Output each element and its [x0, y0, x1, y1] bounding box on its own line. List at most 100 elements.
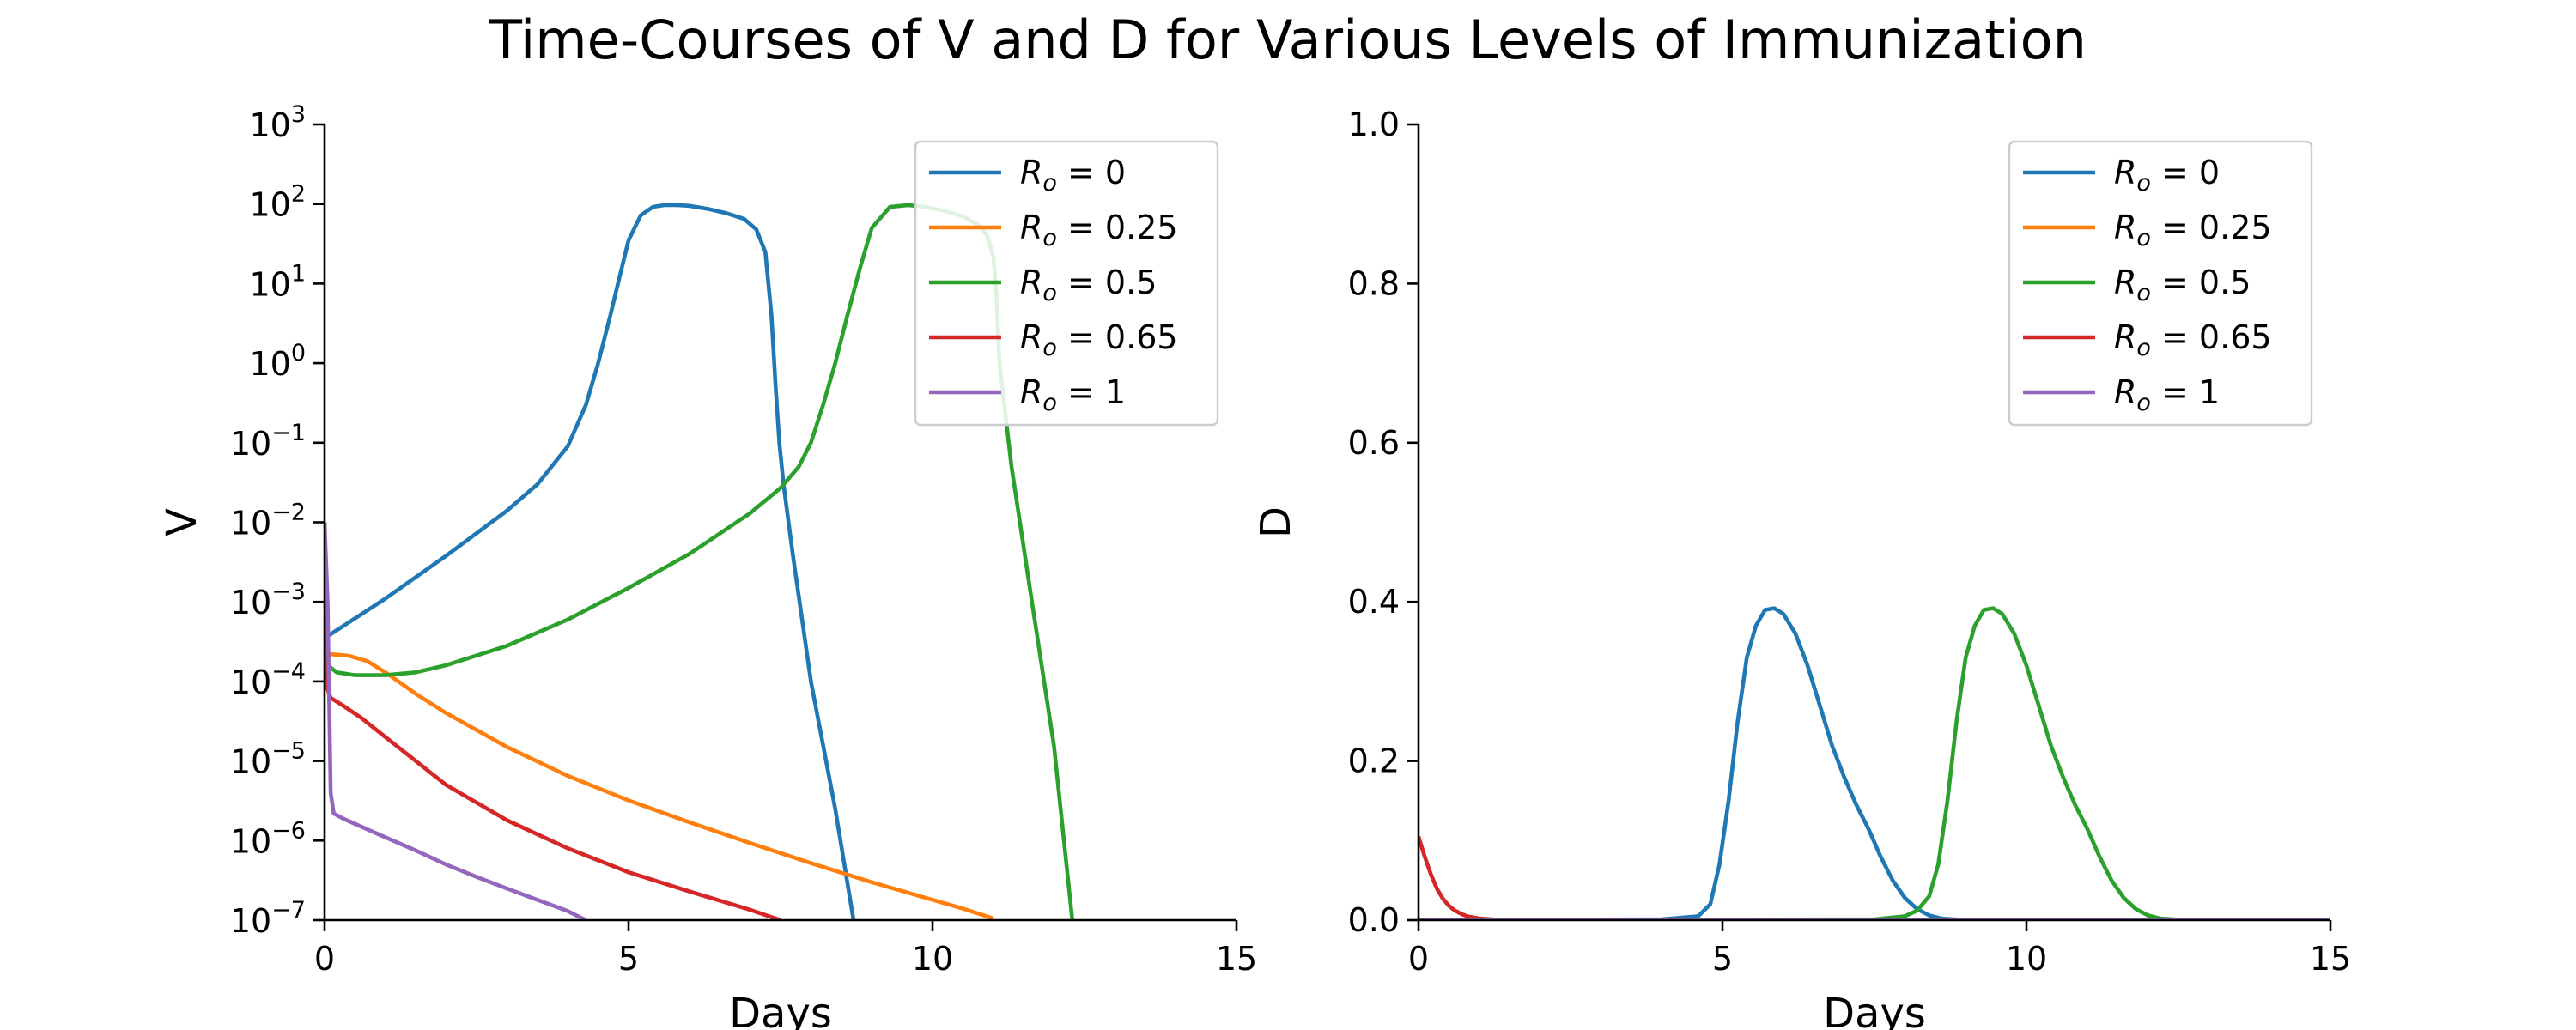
y-tick-exp: −3 — [271, 579, 306, 605]
x-axis-label: Days — [729, 990, 832, 1030]
y-tick-label: 102 — [249, 181, 306, 224]
x-tick-label: 10 — [2006, 940, 2047, 978]
y-tick-exp: −7 — [271, 897, 306, 924]
y-tick-label: 10−6 — [230, 817, 306, 860]
legend-value: = 0 — [1057, 154, 1126, 191]
x-tick-label: 15 — [1216, 940, 1257, 978]
y-tick-label: 103 — [249, 101, 306, 144]
x-tick-label: 10 — [912, 940, 953, 978]
legend-entry-label: Ro = 0.65 — [1020, 318, 1178, 361]
x-tick-label: 5 — [1712, 940, 1733, 978]
series-group — [325, 203, 1075, 920]
legend-symbol: R — [1020, 209, 1042, 246]
legend-subscript: o — [1042, 280, 1057, 306]
y-tick-exp: −4 — [271, 658, 306, 685]
y-tick-label: 101 — [249, 260, 306, 303]
legend-entry-label: Ro = 0 — [1020, 154, 1126, 197]
x-tick-label: 5 — [618, 940, 639, 978]
y-tick-exp: 2 — [291, 181, 306, 208]
y-tick-base: 10 — [230, 425, 271, 463]
y-tick-label: 1.0 — [1348, 106, 1400, 143]
y-tick-base: 10 — [230, 663, 271, 701]
y-tick-base: 10 — [249, 345, 290, 383]
legend-symbol: R — [1020, 318, 1042, 356]
legend-frame — [914, 140, 1219, 427]
legend-subscript: o — [2136, 280, 2151, 306]
y-tick-label: 10−1 — [230, 420, 306, 463]
series-line-4 — [325, 522, 587, 920]
figure-title: Time-Courses of V and D for Various Leve… — [489, 9, 2087, 71]
y-tick-base: 10 — [230, 505, 271, 542]
legend-value: = 1 — [2151, 373, 2220, 411]
series-line-1 — [325, 651, 994, 920]
legend-subscript: o — [2136, 225, 2151, 251]
y-tick-label: 10−3 — [230, 579, 306, 621]
legend-symbol: R — [1020, 264, 1042, 301]
series-line-0 — [1419, 606, 2330, 920]
legend-symbol: R — [1020, 373, 1042, 411]
y-tick-label: 10−5 — [230, 738, 306, 781]
legend-symbol: R — [2114, 318, 2136, 356]
legend-entry-label: Ro = 0.25 — [1020, 209, 1178, 251]
legend-value: = 0.65 — [1057, 318, 1178, 356]
y-tick-base: 10 — [230, 584, 271, 621]
legend-symbol: R — [2114, 264, 2136, 301]
legend-entry-label: Ro = 1 — [2114, 373, 2220, 416]
legend-value: = 0 — [2151, 154, 2220, 191]
x-tick-label: 0 — [1408, 940, 1429, 978]
y-tick-label: 10−4 — [230, 658, 306, 701]
legend-subscript: o — [2136, 335, 2151, 361]
series-line-2 — [1419, 606, 2330, 920]
legend-subscript: o — [1042, 390, 1057, 416]
series-line-0 — [325, 203, 856, 920]
y-tick-exp: 1 — [291, 260, 306, 287]
legend-frame — [2008, 140, 2313, 427]
series-line-3 — [325, 522, 781, 920]
legend-symbol: R — [1020, 154, 1042, 191]
y-tick-label: 10−2 — [230, 500, 306, 542]
legend-entry-label: Ro = 0.65 — [2114, 318, 2272, 361]
y-tick-exp: 3 — [291, 101, 306, 128]
legend-symbol: R — [2114, 209, 2136, 246]
y-tick-base: 10 — [230, 822, 271, 860]
x-tick-label: 15 — [2310, 940, 2351, 978]
y-tick-exp: −2 — [271, 500, 306, 526]
y-tick-base: 10 — [249, 265, 290, 303]
legend-value: = 0.5 — [2151, 264, 2251, 301]
legend-subscript: o — [2136, 390, 2151, 416]
legend-value: = 0.65 — [2151, 318, 2272, 356]
y-tick-exp: −5 — [271, 738, 306, 765]
y-tick-label: 0.2 — [1348, 742, 1400, 780]
y-tick-label: 100 — [249, 340, 306, 383]
x-tick-label: 0 — [314, 940, 335, 978]
y-tick-base: 10 — [249, 186, 290, 224]
y-axis-label: D — [1252, 506, 1300, 538]
legend-symbol: R — [2114, 154, 2136, 191]
legend-entry-label: Ro = 0 — [2114, 154, 2220, 197]
y-tick-base: 10 — [230, 902, 271, 940]
legend-subscript: o — [2136, 170, 2151, 197]
y-axis-label: V — [158, 508, 206, 536]
y-tick-label: 10−7 — [230, 897, 306, 940]
y-tick-label: 0.8 — [1348, 264, 1400, 302]
legend-entry-label: Ro = 0.5 — [1020, 264, 1157, 306]
legend-entry-label: Ro = 0.5 — [2114, 264, 2251, 306]
legend-symbol: R — [2114, 373, 2136, 411]
y-tick-exp: −6 — [271, 817, 306, 844]
legend-value: = 0.5 — [1057, 264, 1157, 301]
series-group — [1419, 606, 2330, 920]
x-axis-label: Days — [1823, 990, 1926, 1030]
legend-value: = 1 — [1057, 373, 1126, 411]
y-tick-exp: −1 — [271, 420, 306, 446]
y-tick-exp: 0 — [291, 340, 306, 367]
legend-subscript: o — [1042, 335, 1057, 361]
y-tick-base: 10 — [249, 106, 290, 144]
legend-value: = 0.25 — [2151, 209, 2272, 246]
y-tick-label: 0.6 — [1348, 424, 1400, 462]
legend-subscript: o — [1042, 225, 1057, 251]
legend-subscript: o — [1042, 170, 1057, 197]
